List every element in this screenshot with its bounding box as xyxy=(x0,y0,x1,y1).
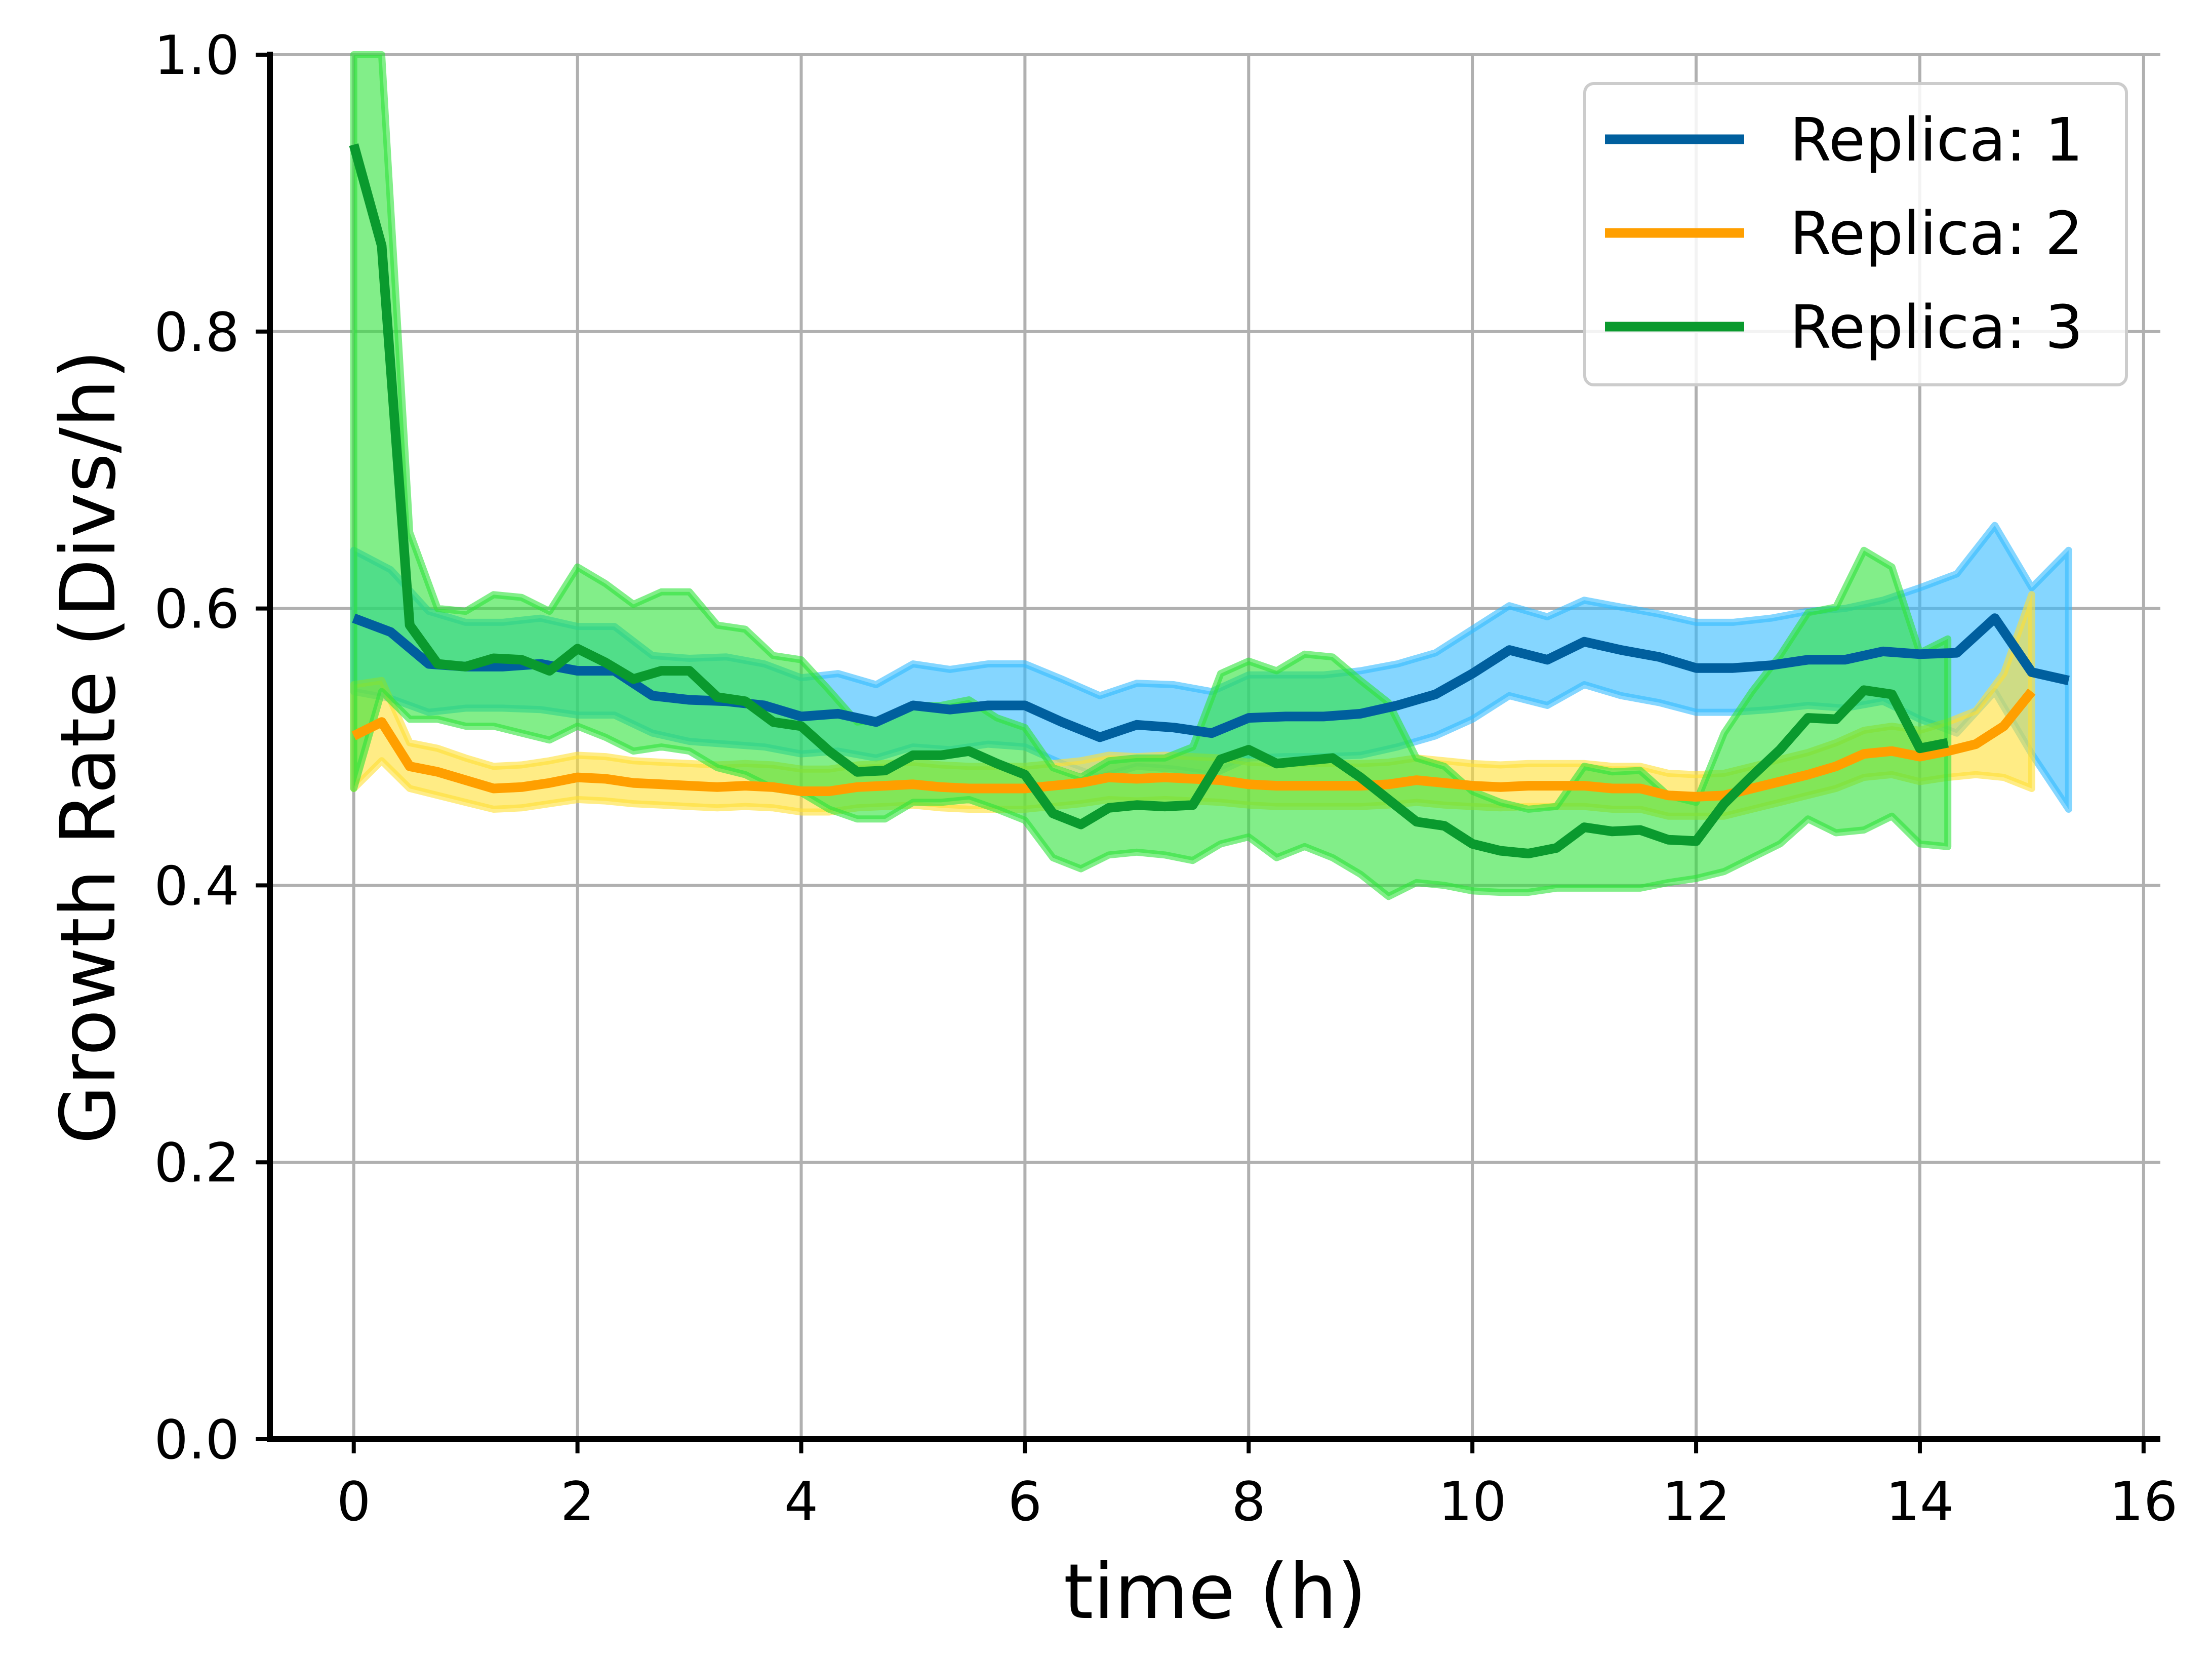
x-tick-label-4: 8 xyxy=(1232,1471,1266,1533)
x-tick-label-2: 4 xyxy=(784,1471,818,1533)
legend-label-replica-2: Replica: 2 xyxy=(1790,199,2083,268)
y-tick-label-2: 0.4 xyxy=(154,855,239,917)
line-replica-3 xyxy=(349,143,1949,858)
y-tick-label-1: 0.2 xyxy=(154,1132,239,1194)
legend-label-replica-1: Replica: 1 xyxy=(1790,105,2083,175)
y-tick-label-5: 1.0 xyxy=(154,24,239,87)
legend-label-replica-3: Replica: 3 xyxy=(1790,292,2083,362)
confidence-bands xyxy=(350,51,2072,900)
y-axis-ticks: 0.0 0.2 0.4 0.6 0.8 1.0 xyxy=(154,24,270,1471)
axes xyxy=(267,52,2160,1442)
y-tick-label-0: 0.0 xyxy=(154,1409,239,1471)
x-axis-label: time (h) xyxy=(1064,1548,1367,1636)
x-axis-ticks: 0 2 4 6 8 10 12 14 16 xyxy=(337,1439,2178,1533)
x-tick-label-5: 10 xyxy=(1438,1471,1507,1533)
x-tick-label-1: 2 xyxy=(560,1471,594,1533)
x-tick-label-3: 6 xyxy=(1008,1471,1042,1533)
y-tick-label-3: 0.6 xyxy=(154,578,239,641)
x-tick-label-0: 0 xyxy=(337,1471,371,1533)
x-tick-label-8: 16 xyxy=(2109,1471,2178,1533)
line-replica-2 xyxy=(351,688,2036,802)
legend: Replica: 1 Replica: 2 Replica: 3 xyxy=(1583,82,2128,386)
x-tick-label-7: 14 xyxy=(1886,1471,1954,1533)
line-replica-1 xyxy=(352,613,2070,742)
series-lines xyxy=(349,143,2070,858)
x-tick-label-6: 12 xyxy=(1662,1471,1731,1533)
legend-frame xyxy=(1583,82,2128,386)
y-tick-label-4: 0.8 xyxy=(154,301,239,364)
y-axis-label: Growth Rate (Divs/h) xyxy=(45,350,133,1144)
